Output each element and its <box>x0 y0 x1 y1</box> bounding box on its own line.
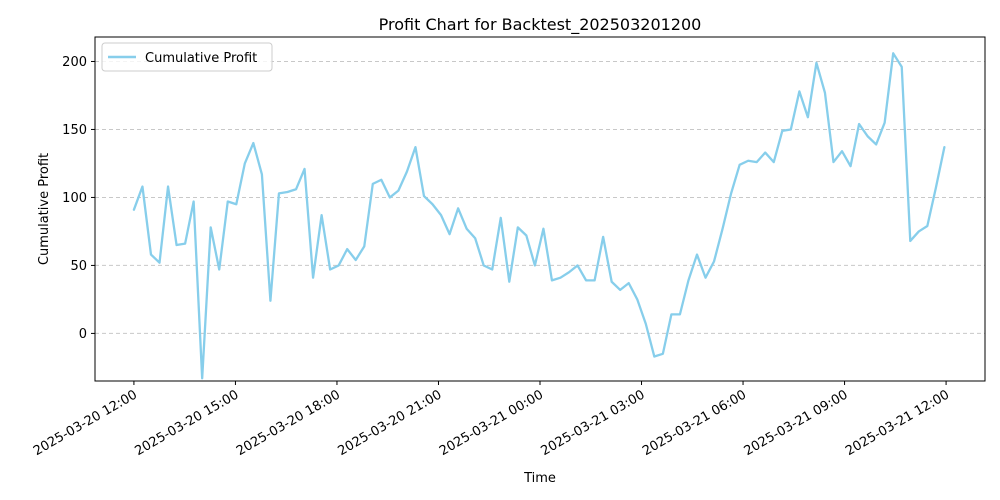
legend-label: Cumulative Profit <box>145 51 257 66</box>
series-layer <box>132 52 946 380</box>
y-tick-label: 100 <box>62 191 87 206</box>
x-axis-title: Time <box>523 471 556 486</box>
y-tick-label: 150 <box>62 123 87 138</box>
series-line-cumulative-profit <box>132 52 946 380</box>
y-tick-label: 0 <box>79 327 87 342</box>
legend-box <box>101 42 273 72</box>
y-tick-label: 200 <box>62 55 87 70</box>
y-tick-label: 50 <box>70 259 87 274</box>
y-axis-title: Cumulative Profit <box>37 153 52 265</box>
y-axis: 0 50 100 150 200 <box>62 55 95 342</box>
chart-title: Profit Chart for Backtest_202503201200 <box>379 15 702 35</box>
legend: Cumulative Profit <box>101 42 273 72</box>
